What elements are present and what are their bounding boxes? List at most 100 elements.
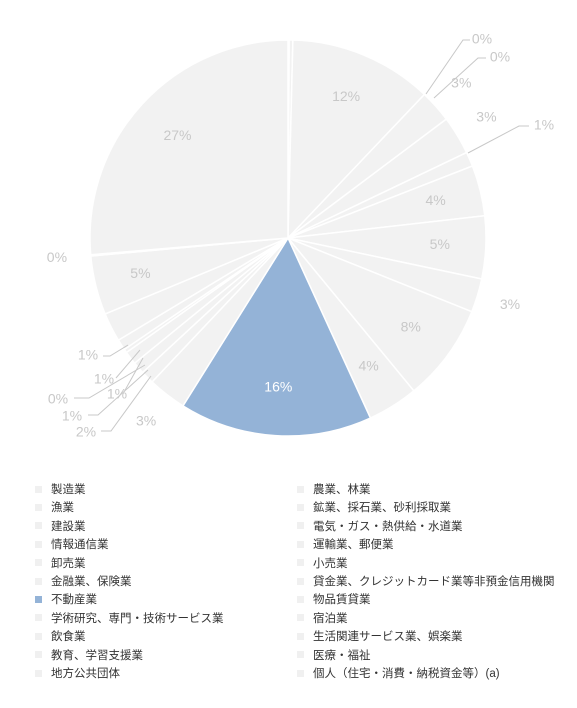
legend-item: 宿泊業 (297, 610, 348, 626)
legend-swatch (297, 559, 304, 567)
legend-item: 電気・ガス・熱供給・水道業 (297, 518, 463, 534)
slice-value-label: 0% (472, 31, 492, 47)
slice-value-label: 0% (48, 391, 68, 407)
leader-line (433, 57, 486, 99)
slice-value-label: 27% (163, 127, 191, 143)
legend-label: 漁業 (51, 502, 74, 515)
leader-line (115, 349, 141, 379)
legend-swatch (35, 651, 42, 659)
legend-item: 学術研究、専門・技術サービス業 (35, 610, 224, 626)
legend-item: 貸金業、クレジットカード業等非預金信用機関 (297, 573, 555, 589)
legend-item: 情報通信業 (35, 536, 109, 552)
legend-swatch (35, 540, 42, 548)
legend-item: 医療・福祉 (297, 647, 371, 663)
legend-swatch (297, 485, 304, 493)
legend-swatch (297, 614, 304, 622)
legend-swatch (35, 669, 42, 677)
legend-label: 学術研究、専門・技術サービス業 (51, 612, 224, 625)
legend-item: 個人（住宅・消費・納税資金等）(a) (297, 665, 500, 681)
legend-swatch (35, 577, 42, 585)
slice-value-label: 4% (358, 358, 378, 374)
legend-item: 漁業 (35, 499, 74, 515)
pie-slices (89, 39, 487, 437)
legend-item: 不動産業 (35, 591, 97, 607)
legend-swatch (297, 540, 304, 548)
legend-label: 運輸業、郵便業 (313, 539, 394, 552)
slice-value-label: 16% (264, 378, 292, 394)
legend-swatch (35, 632, 42, 640)
legend-swatch (35, 614, 42, 622)
legend-label: 小売業 (313, 557, 348, 570)
legend-label: 不動産業 (51, 594, 97, 607)
legend-swatch (297, 669, 304, 677)
legend-item: 運輸業、郵便業 (297, 536, 394, 552)
leader-line (103, 344, 129, 357)
legend-item: 教育、学習支援業 (35, 647, 143, 663)
slice-value-label: 8% (401, 319, 421, 335)
legend-item: 農業、林業 (297, 481, 371, 497)
legend-swatch (297, 595, 304, 603)
pie-slice (287, 39, 426, 240)
legend-label: 製造業 (51, 484, 86, 496)
legend-label: 卸売業 (51, 557, 86, 570)
legend-item: 地方公共団体 (35, 665, 120, 681)
slice-value-label: 1% (62, 408, 82, 424)
legend-swatch (297, 632, 304, 640)
slice-value-label: 1% (107, 386, 127, 402)
leader-line (101, 375, 152, 432)
legend-swatch (297, 522, 304, 530)
slice-value-label: 0% (47, 249, 67, 265)
leader-line (425, 39, 470, 95)
legend-swatch (35, 595, 42, 603)
legend-label: 宿泊業 (313, 612, 348, 625)
slice-value-label: 5% (130, 265, 150, 281)
slice-value-label: 3% (136, 412, 156, 428)
slice-value-label: 4% (425, 192, 445, 208)
leader-line (467, 125, 529, 154)
leader-line (123, 357, 144, 393)
slice-value-label: 1% (534, 117, 554, 133)
slice-value-label: 0% (490, 49, 510, 65)
pie-labels: 0%0%12%3%3%1%4%5%3%8%4%16%3%1%1%1%0%1%2%… (47, 31, 554, 440)
legend-label: 建設業 (51, 520, 86, 533)
legend-swatch (297, 577, 304, 585)
legend-label: 地方公共団体 (51, 668, 120, 680)
legend-label: 飲食業 (51, 631, 86, 644)
legend-label: 農業、林業 (313, 484, 371, 496)
legend-label: 貸金業、クレジットカード業等非預金信用機関 (313, 576, 555, 588)
legend-label: 鉱業、採石業、砂利採取業 (313, 502, 451, 515)
legend-swatch (35, 559, 42, 567)
slice-value-label: 5% (430, 236, 450, 252)
leader-line (88, 369, 149, 416)
slice-value-label: 3% (451, 74, 471, 90)
legend-swatch (35, 522, 42, 530)
legend-label: 医療・福祉 (313, 649, 371, 662)
slice-value-label: 3% (500, 296, 520, 312)
legend-item: 小売業 (297, 555, 348, 571)
legend-swatch (35, 503, 42, 511)
legend-item: 鉱業、採石業、砂利採取業 (297, 499, 451, 515)
leader-line (74, 364, 146, 399)
legend-label: 教育、学習支援業 (51, 649, 143, 662)
slice-value-label: 1% (94, 371, 114, 387)
legend-item: 飲食業 (35, 628, 86, 644)
legend-item: 製造業 (35, 481, 86, 497)
legend-item: 生活関連サービス業、娯楽業 (297, 628, 463, 644)
legend-swatch (297, 651, 304, 659)
slice-value-label: 1% (78, 347, 98, 363)
legend-label: 情報通信業 (51, 539, 109, 552)
slice-value-label: 3% (476, 108, 496, 124)
legend-label: 電気・ガス・熱供給・水道業 (313, 520, 463, 533)
slice-value-label: 12% (332, 88, 360, 104)
legend-label: 個人（住宅・消費・納税資金等）(a) (313, 668, 500, 680)
pie-slice (287, 237, 473, 392)
pie-slice (181, 236, 372, 437)
pie-chart: 0%0%12%3%3%1%4%5%3%8%4%16%3%1%1%1%0%1%2%… (47, 31, 554, 440)
legend-label: 物品賃貸業 (313, 594, 371, 607)
legend-item: 卸売業 (35, 555, 86, 571)
legend-swatch (35, 485, 42, 493)
legend-label: 金融業、保険業 (51, 576, 132, 588)
slice-value-label: 2% (76, 424, 96, 440)
